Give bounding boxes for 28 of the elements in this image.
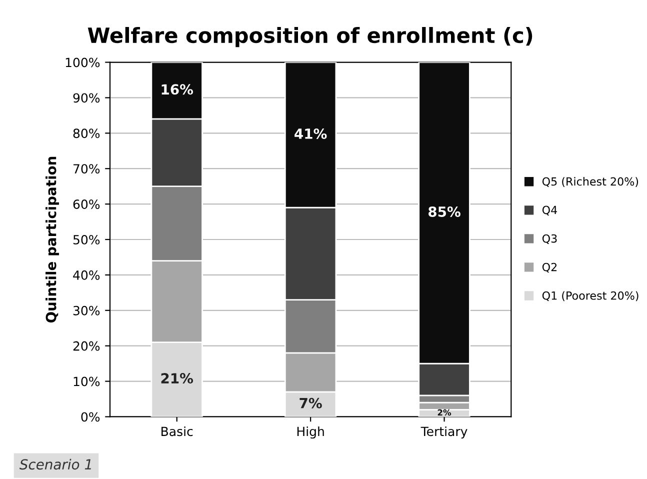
x-tick-label: High [297,426,324,439]
data-label: 21% [161,373,194,384]
y-tick-label: 30% [73,306,100,316]
legend-label: Q2 [542,262,557,273]
legend-label: Q4 [542,206,557,216]
data-label: 85% [428,206,460,217]
y-tick-label: 50% [73,234,100,244]
y-tick-label: 60% [73,200,100,209]
legend-label: Q1 (Poorest 20%) [542,291,638,302]
legend-label: Q3 [542,234,557,244]
x-tick-label: Basic [162,426,193,436]
y-tick-label: 90% [73,93,100,103]
x-tick-label: Tertiary [420,426,468,439]
data-label: 41% [294,128,327,139]
y-tick-label: 40% [73,270,100,280]
y-tick-label: 0% [81,412,100,422]
data-label: 16% [162,84,194,95]
y-tick-label: 100% [66,58,100,68]
text: Scenario 1 [19,458,91,470]
y-tick-label: 20% [73,341,100,351]
chart-title: Welfare composition of enrollment (c) [88,26,532,48]
data-label: 7% [300,398,322,408]
data-label: 2% [438,409,452,416]
y-tick-label: 10% [74,376,100,386]
y-tick-label: 80% [73,128,100,138]
y-axis-title: Quintile participation [46,156,59,323]
legend-label: Q5 (Richest 20%) [542,177,638,187]
y-tick-label: 70% [74,164,100,174]
